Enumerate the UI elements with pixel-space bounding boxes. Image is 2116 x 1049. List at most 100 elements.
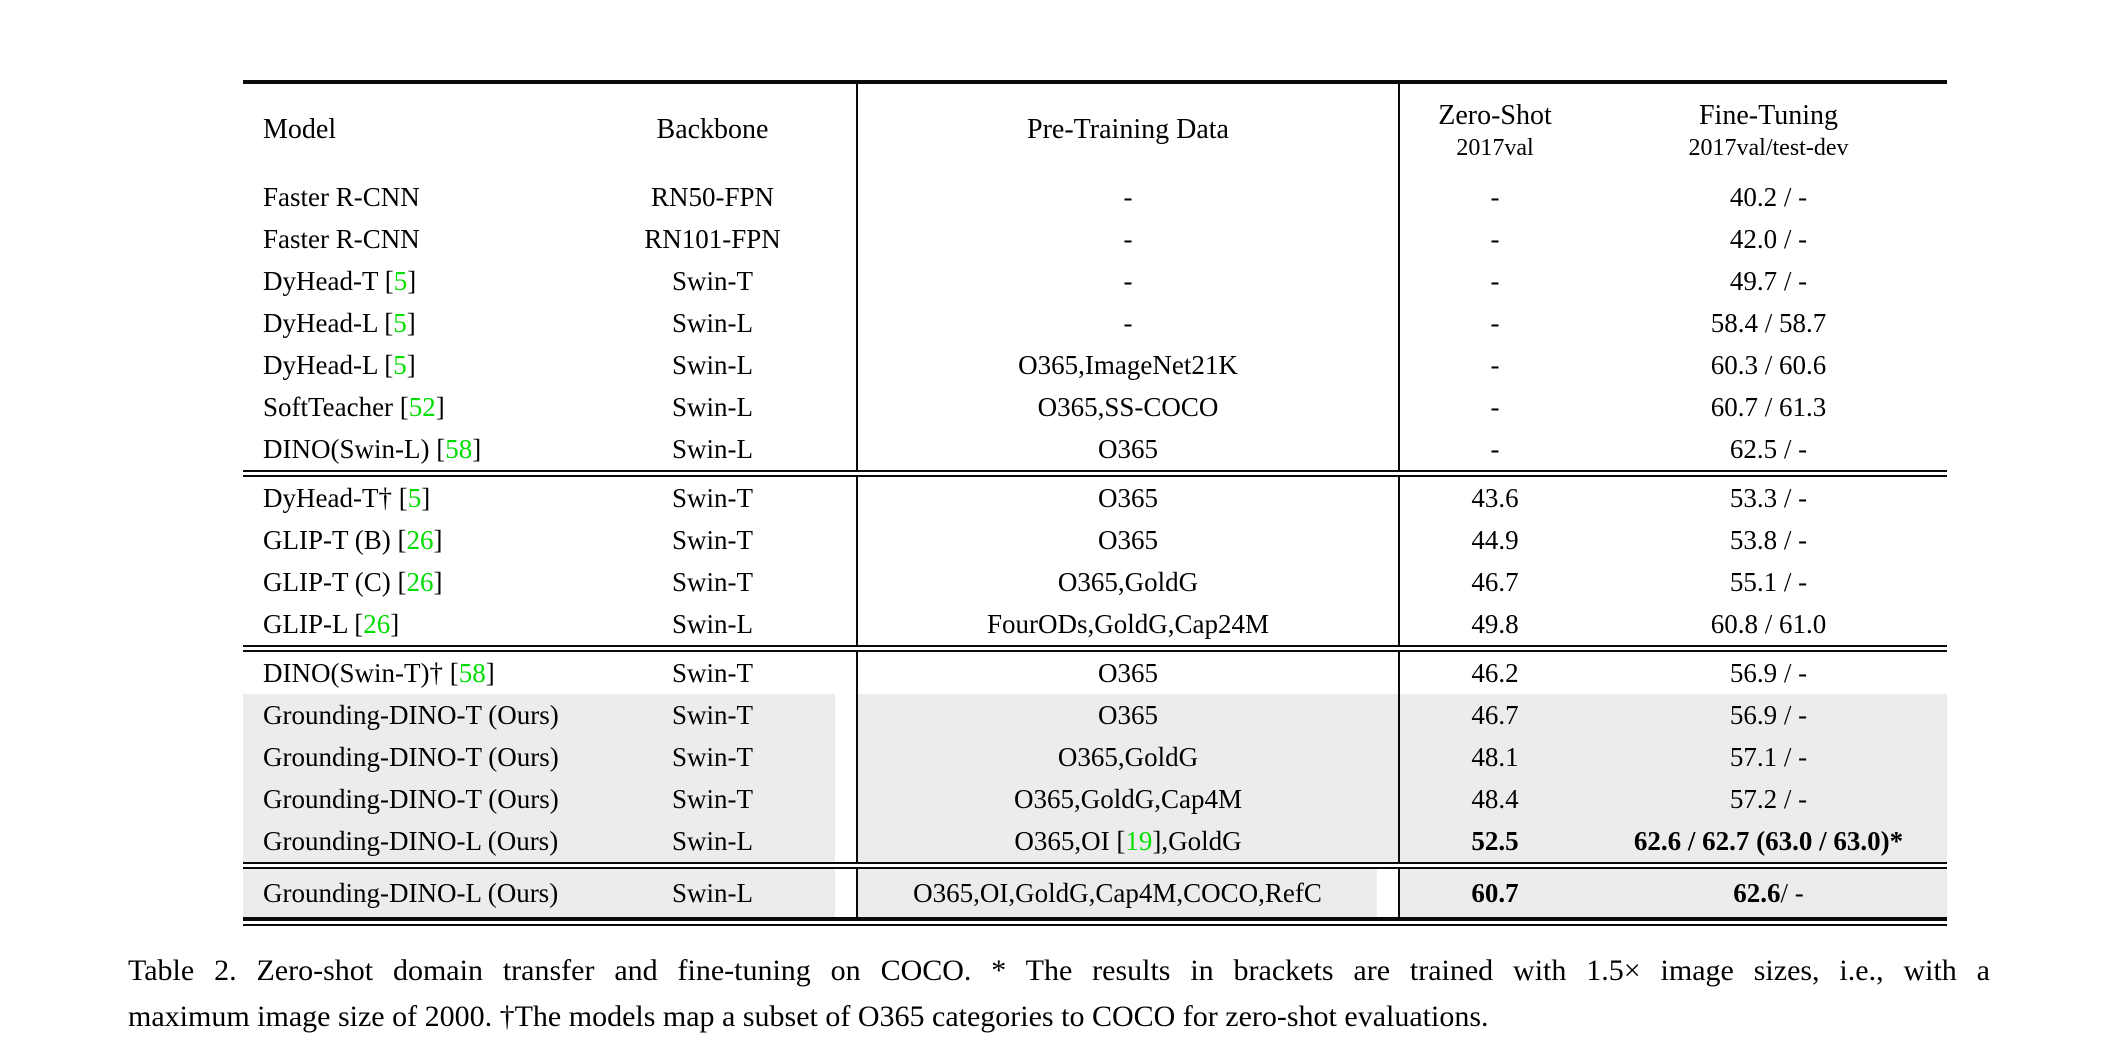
zeroshot-cell: 46.7	[1398, 694, 1590, 736]
finetune-cell: 60.8 / 61.0	[1710, 608, 1827, 639]
model-cell: Grounding-DINO-T (Ours)	[243, 778, 590, 820]
backbone-cell: Swin-T	[672, 566, 753, 597]
caption-line-1: Table 2. Zero-shot domain transfer and f…	[128, 954, 1990, 987]
pretrain-cell: -	[856, 260, 1398, 302]
backbone-cell: Swin-T	[590, 778, 835, 820]
divider-gap	[835, 519, 856, 561]
backbone-cell: Swin-T	[590, 694, 835, 736]
backbone-cell: Swin-L	[672, 433, 753, 464]
table-row: SoftTeacher [52] Swin-L O365,SS-COCO - 60.7 …	[243, 386, 1947, 428]
divider-gap	[835, 386, 856, 428]
pretrain-cell: O365,GoldG	[856, 736, 1398, 778]
divider-gap	[835, 477, 856, 519]
citation-link[interactable]: 19	[1125, 825, 1153, 856]
backbone-cell: Swin-T	[590, 736, 835, 778]
model-cell: Grounding-DINO-L (Ours)	[243, 820, 590, 862]
citation-link[interactable]: 58	[458, 657, 486, 688]
zeroshot-cell: 49.8	[1398, 603, 1590, 645]
col-header-model: Model	[243, 84, 590, 176]
model-cell: GLIP-T (C) [26]	[263, 566, 443, 597]
pretrain-cell: O365	[856, 519, 1398, 561]
zeroshot-cell: 48.4	[1398, 778, 1590, 820]
backbone-cell: Swin-T	[672, 524, 753, 555]
pretrain-cell: FourODs,GoldG,Cap24M	[856, 603, 1398, 645]
model-cell: DyHead-T [5]	[263, 265, 417, 296]
zeroshot-cell: -	[1398, 176, 1590, 218]
divider-gap	[835, 344, 856, 386]
divider-gap	[835, 260, 856, 302]
model-cell: DINO(Swin-L) [58]	[263, 433, 482, 464]
pretrain-cell: -	[856, 302, 1398, 344]
table-row: Faster R-CNN RN101-FPN - - 42.0 / -	[243, 218, 1947, 260]
model-cell: Grounding-DINO-T (Ours)	[243, 694, 590, 736]
backbone-cell: Swin-L	[672, 608, 753, 639]
finetune-cell: 58.4 / 58.7	[1710, 307, 1827, 338]
table-row: DyHead-T [5] Swin-T - - 49.7 / -	[243, 260, 1947, 302]
model-cell: Faster R-CNN	[263, 181, 420, 212]
table-header-row: Model Backbone Pre-Training Data Zero-Sh…	[243, 84, 1947, 176]
citation-link[interactable]: 5	[393, 307, 407, 338]
zeroshot-cell: -	[1398, 386, 1590, 428]
zeroshot-cell: 48.1	[1398, 736, 1590, 778]
divider-gap	[1377, 869, 1398, 917]
divider-gap	[835, 820, 856, 862]
table-row: Grounding-DINO-L (Ours) Swin-L O365,OI,Gol…	[243, 869, 1947, 917]
divider-gap	[835, 218, 856, 260]
col-header-zeroshot-label: Zero-Shot	[1438, 99, 1552, 131]
finetune-cell: 40.2 / -	[1729, 181, 1808, 212]
model-cell: Faster R-CNN	[263, 223, 420, 254]
table-row: DINO(Swin-T)† [58] Swin-T O365 46.2 56.9 / -	[243, 652, 1947, 694]
table-row: DINO(Swin-L) [58] Swin-L O365- 62.5 / -	[243, 428, 1947, 470]
citation-link[interactable]: 5	[393, 349, 407, 380]
table-row: DyHead-L [5] Swin-L - - 58.4 / 58.7	[243, 302, 1947, 344]
table-row: DyHead-T† [5] Swin-T O365 43.6 53.3 / -	[243, 477, 1947, 519]
col-header-zeroshot: Zero-Shot 2017val	[1398, 84, 1590, 176]
zeroshot-cell: 44.9	[1398, 519, 1590, 561]
finetune-cell: 57.1 / -	[1590, 736, 1947, 778]
divider-gap	[835, 176, 856, 218]
table-row: GLIP-L [26] Swin-L FourODs,GoldG,Cap24M 49.…	[243, 603, 1947, 645]
results-table: Model Backbone Pre-Training Data Zero-Sh…	[243, 80, 1947, 926]
section-divider-rule	[243, 645, 1947, 652]
section-divider-rule	[243, 470, 1947, 477]
citation-link[interactable]: 5	[407, 482, 422, 513]
col-header-backbone-label: Backbone	[656, 114, 769, 145]
model-cell: GLIP-L [26]	[263, 608, 400, 639]
pretrain-cell: O365	[856, 477, 1398, 519]
table-row: Grounding-DINO-T (Ours) Swin-T O365 46.7 56.…	[243, 694, 1947, 736]
col-header-finetuning: Fine-Tuning 2017val/test-dev	[1590, 84, 1947, 176]
col-header-model-label: Model	[263, 114, 337, 145]
col-header-finetuning-label: Fine-Tuning	[1698, 99, 1838, 131]
citation-link[interactable]: 58	[445, 433, 473, 464]
table-row: Grounding-DINO-T (Ours) Swin-T O365,GoldG 4…	[243, 736, 1947, 778]
table-row: Grounding-DINO-T (Ours) Swin-T O365,GoldG,…	[243, 778, 1947, 820]
citation-link[interactable]: 26	[406, 566, 434, 597]
table-caption: Table 2. Zero-shot domain transfer and f…	[128, 948, 1990, 1040]
model-cell: Grounding-DINO-T (Ours)	[243, 736, 590, 778]
backbone-cell: Swin-L	[672, 391, 753, 422]
header-gap	[835, 84, 856, 176]
divider-gap	[835, 694, 856, 736]
divider-gap	[835, 428, 856, 470]
table-top-rule	[243, 80, 1947, 84]
citation-link[interactable]: 5	[393, 265, 408, 296]
citation-link[interactable]: 52	[408, 391, 436, 422]
table-row: Grounding-DINO-L (Ours) Swin-L O365,OI [19…	[243, 820, 1947, 862]
citation-link[interactable]: 26	[363, 608, 391, 639]
divider-gap	[835, 603, 856, 645]
table-row: Faster R-CNN RN50-FPN - - 40.2 / -	[243, 176, 1947, 218]
zeroshot-cell: -	[1398, 428, 1590, 470]
zeroshot-cell: 60.7	[1398, 869, 1590, 917]
pretrain-cell: O365	[856, 428, 1398, 470]
zeroshot-cell: 52.5	[1398, 820, 1590, 862]
backbone-cell: Swin-T	[672, 657, 753, 688]
col-header-zeroshot-sublabel: 2017val	[1456, 134, 1534, 161]
pretrain-cell: O365	[856, 652, 1398, 694]
finetune-cell: 53.3 / -	[1729, 482, 1808, 513]
citation-link[interactable]: 26	[406, 524, 434, 555]
pretrain-cell: O365,ImageNet21K	[856, 344, 1398, 386]
finetune-cell: 60.7 / 61.3	[1710, 391, 1827, 422]
table-row: GLIP-T (C) [26] Swin-T O365,GoldG 46.7 55.1 …	[243, 561, 1947, 603]
pretrain-cell: O365,GoldG	[856, 561, 1398, 603]
